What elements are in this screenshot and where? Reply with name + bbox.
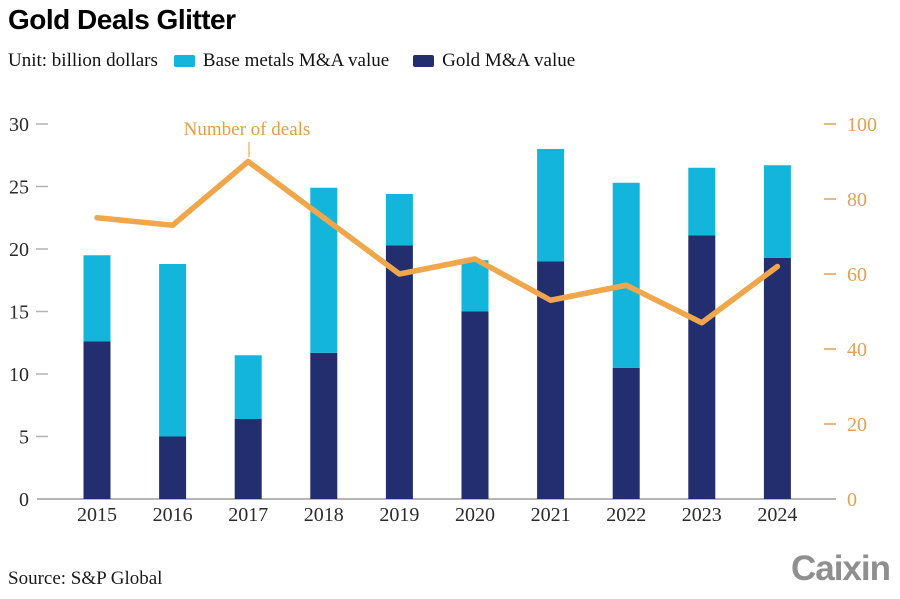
bar-gold-2019 [385,245,413,499]
right-axis-label: 100 [847,114,877,136]
left-axis-label: 30 [9,114,29,136]
deals-line-annotation: Number of deals [184,119,311,140]
bar-gold-2018 [310,352,338,499]
legend-item-gold-label: Gold M&A value [442,50,576,71]
left-axis-label: 0 [19,489,29,511]
bar-base-metals-2016 [159,264,187,437]
x-axis-label-2018: 2018 [304,504,344,526]
bar-base-metals-2020 [461,260,489,312]
bar-gold-2015 [83,341,111,499]
deals-line [94,158,781,326]
left-axis-label: 15 [9,302,29,324]
caixin-logo: Caixin [790,549,891,588]
bar-base-metals-2019 [385,194,413,246]
gold-swatch [413,55,435,67]
bar-gold-2022 [612,367,640,499]
right-axis-label: 40 [847,339,867,361]
bar-base-metals-2023 [688,167,716,236]
x-axis-label-2022: 2022 [606,504,646,526]
bar-base-metals-2017 [234,355,262,419]
bar-gold-2016 [159,436,187,499]
x-axis-label-2023: 2023 [682,504,722,526]
legend-item-base-metals: Base metals M&A value [173,50,390,72]
source-label: Source: S&P Global [8,568,163,589]
bar-gold-2024 [763,257,791,499]
x-axis-label-2017: 2017 [228,504,268,526]
x-axis-label-2021: 2021 [531,504,571,526]
bar-gold-2020 [461,311,489,499]
legend-item-gold: Gold M&A value [413,50,575,72]
chart-area: 0 5 10 15 20 25 30 0 20 40 60 80 100 2015 2016 2017 2018… [0,90,900,550]
left-axis-label: 5 [19,427,29,449]
right-axis-label: 80 [847,189,867,211]
left-axis-label: 10 [9,364,29,386]
left-axis-label: 20 [9,239,29,261]
bar-gold-2023 [688,235,716,499]
page-title: Gold Deals Glitter [8,4,236,35]
x-axis-label-2020: 2020 [455,504,495,526]
x-axis-label-2024: 2024 [757,504,797,526]
bar-base-metals-2015 [83,255,111,342]
bar-base-metals-2022 [612,182,640,368]
x-axis-label-2016: 2016 [153,504,193,526]
right-axis-label: 20 [847,414,867,436]
right-axis-label: 0 [847,489,857,511]
chart: 0 5 10 15 20 25 30 0 20 40 60 80 100 2015 2016 2017 2018… [9,114,877,526]
left-axis-label: 25 [9,177,29,199]
legend: Unit: billion dollars Base metals M&A va… [8,50,599,72]
unit-label: Unit: billion dollars [8,50,158,71]
bar-base-metals-2024 [763,165,791,258]
bar-gold-2017 [234,419,262,499]
x-axis-label-2015: 2015 [77,504,117,526]
x-axis-label-2019: 2019 [379,504,419,526]
right-axis-label: 60 [847,264,867,286]
base-metals-swatch [173,55,195,67]
bar-base-metals-2021 [537,149,565,262]
legend-item-base-metals-label: Base metals M&A value [202,50,390,71]
